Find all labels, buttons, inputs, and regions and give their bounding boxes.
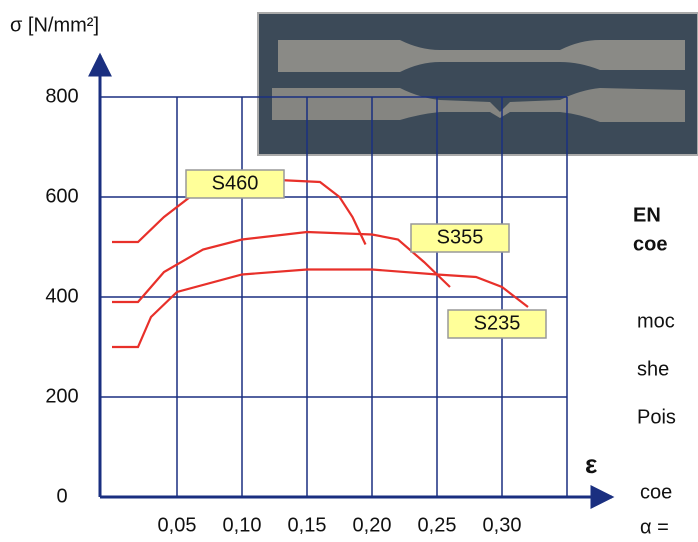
legend-box <box>185 169 285 199</box>
side-text-line: she <box>637 358 669 380</box>
x-tick-label: 0,10 <box>223 514 262 536</box>
y-tick-label: 0 <box>56 485 67 507</box>
side-text-line: coe <box>640 481 672 503</box>
series-line <box>112 268 529 349</box>
series-label: S355 <box>437 226 484 248</box>
x-tick-label: 0,15 <box>288 514 327 536</box>
legend-box <box>447 309 547 339</box>
series-label: S235 <box>474 312 521 334</box>
y-tick-label: 600 <box>45 185 78 207</box>
side-text-line: α = <box>640 516 669 538</box>
y-axis-label: σ [N/mm²] <box>10 14 99 36</box>
x-axis-label: ε <box>585 449 597 479</box>
side-text-line: Pois <box>637 406 676 428</box>
side-text-line: EN <box>633 204 661 226</box>
side-text-line: coe <box>633 233 667 255</box>
series-label: S460 <box>212 172 259 194</box>
side-text-line: moc <box>637 310 675 332</box>
legend-box <box>410 223 510 253</box>
x-tick-label: 0,30 <box>483 514 522 536</box>
x-tick-label: 0,20 <box>353 514 392 536</box>
x-tick-label: 0,05 <box>158 514 197 536</box>
side-text: EN coe moc she Pois coe α = <box>633 204 676 538</box>
y-tick-label: 400 <box>45 285 78 307</box>
series-line <box>112 230 451 304</box>
specimen-photo <box>257 12 698 156</box>
y-tick-label: 800 <box>45 85 78 107</box>
y-tick-label: 200 <box>45 385 78 407</box>
x-tick-label: 0,25 <box>418 514 457 536</box>
